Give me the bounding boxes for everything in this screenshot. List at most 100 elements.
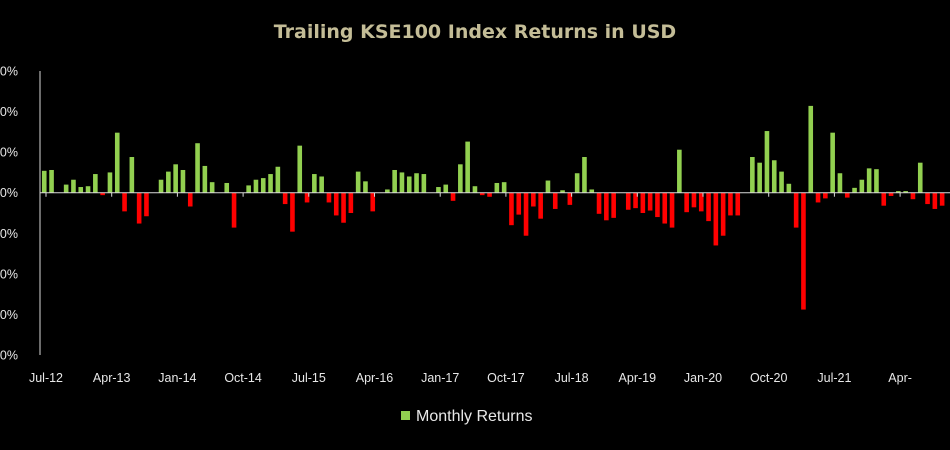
bar — [414, 173, 419, 193]
bar — [764, 131, 770, 193]
bar — [844, 192, 850, 198]
bar — [129, 157, 135, 193]
bar — [939, 192, 945, 206]
x-tick-label: Jul-12 — [29, 371, 63, 385]
x-tick-label: Apr-19 — [619, 371, 657, 385]
bar — [538, 192, 543, 219]
bar — [647, 192, 653, 211]
legend: Monthly Returns — [401, 408, 533, 425]
bar — [85, 186, 91, 193]
bar — [421, 174, 427, 193]
bar — [49, 169, 54, 193]
bar — [392, 169, 397, 193]
bar — [669, 192, 675, 228]
bar — [677, 149, 682, 193]
bar — [888, 192, 894, 196]
bar — [41, 170, 47, 193]
bar — [363, 181, 368, 193]
bar — [494, 182, 500, 193]
x-axis: Jul-12 Apr-13 Jan-14 Oct-14 Jul-15 Apr-16 Jan-… — [29, 192, 912, 385]
bar — [144, 192, 149, 217]
bar — [655, 192, 660, 218]
bar — [341, 192, 346, 223]
bar — [268, 174, 273, 193]
bar — [509, 192, 514, 226]
y-tick-label: 0% — [0, 308, 18, 322]
bar — [406, 176, 412, 193]
bar — [158, 179, 164, 193]
bar — [304, 192, 310, 203]
x-tick-label: Oct-14 — [224, 371, 262, 385]
x-tick-label: Apr-16 — [356, 371, 394, 385]
bar — [720, 192, 726, 236]
bar — [319, 176, 324, 193]
bar — [910, 192, 916, 200]
bar — [166, 171, 171, 193]
bar — [574, 173, 580, 193]
bar — [231, 192, 237, 228]
bar — [385, 189, 390, 193]
x-tick-label: Jan-17 — [421, 371, 459, 385]
bar — [662, 192, 668, 224]
bar — [436, 187, 441, 193]
bar — [757, 162, 762, 193]
bar — [297, 145, 303, 193]
bar — [275, 166, 281, 193]
legend-label: Monthly Returns — [416, 408, 533, 425]
bar — [801, 192, 806, 310]
bar — [698, 192, 704, 212]
bar — [114, 132, 120, 193]
y-tick-label: 0% — [0, 146, 18, 160]
bar — [903, 191, 908, 193]
bar — [355, 171, 361, 193]
bar — [370, 192, 376, 212]
bar — [195, 143, 200, 193]
bar — [224, 182, 230, 193]
y-tick-label: 0% — [0, 65, 18, 79]
bar — [917, 162, 923, 193]
bar — [589, 189, 595, 193]
bar — [202, 165, 208, 193]
bars-group — [41, 105, 945, 310]
bar — [874, 169, 879, 193]
x-tick-label: Jan-20 — [684, 371, 722, 385]
x-tick-label: Apr-13 — [93, 371, 131, 385]
bar — [63, 184, 69, 193]
bar — [443, 184, 449, 193]
bar — [282, 192, 288, 205]
x-tick-label: Oct-20 — [750, 371, 788, 385]
x-tick-label: Jul-15 — [292, 371, 326, 385]
bar — [786, 183, 792, 193]
bar — [136, 192, 142, 224]
y-tick-label: 0% — [0, 105, 18, 119]
x-tick-label: Oct-17 — [487, 371, 525, 385]
bar — [100, 192, 105, 196]
bar — [450, 192, 456, 201]
bar — [604, 192, 609, 221]
bar — [823, 192, 828, 199]
y-tick-label: 0% — [0, 227, 18, 241]
bar — [333, 192, 339, 216]
bar — [173, 164, 178, 193]
legend-swatch — [401, 411, 410, 420]
bar — [180, 169, 186, 193]
bar — [71, 179, 76, 193]
bar — [78, 187, 84, 193]
bar — [516, 192, 522, 215]
bar — [633, 192, 638, 209]
x-tick-label: Apr- — [888, 371, 912, 385]
bar — [925, 192, 930, 205]
bar — [122, 192, 127, 212]
bar — [523, 192, 529, 236]
x-tick-label: Jan-14 — [158, 371, 196, 385]
bar — [479, 192, 485, 196]
bar — [640, 192, 646, 213]
bar — [837, 173, 843, 193]
bar — [859, 179, 865, 193]
bar — [458, 164, 463, 193]
bar — [290, 192, 295, 232]
bar — [209, 182, 215, 193]
bar — [793, 192, 799, 228]
bar — [312, 174, 317, 193]
bar — [567, 192, 573, 205]
